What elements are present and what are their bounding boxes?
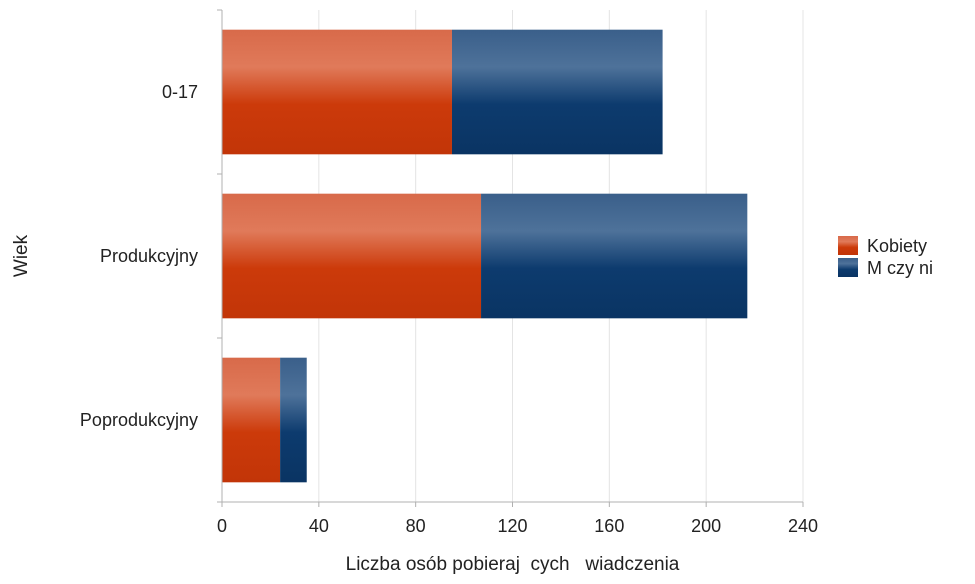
x-tick-label: 40 [309,516,329,536]
x-tick-label: 120 [497,516,527,536]
x-tick-label: 0 [217,516,227,536]
axes: 0 40 80 120 160 200 240 0-17 Produkcyjny Poproduk… [80,9,818,536]
legend-label: M czy ni [867,258,933,278]
legend-swatch [838,258,858,277]
y-axis-title: Wiek [11,234,32,277]
legend-label: Kobiety [867,236,927,256]
bar-kobiety [222,193,482,319]
category-label: Poprodukcyjny [80,410,198,430]
x-tick-label: 160 [594,516,624,536]
x-tick-label: 80 [406,516,426,536]
category-label: 0-17 [162,82,198,102]
bar-mezczyzni [481,193,748,319]
bar-kobiety [222,357,281,483]
x-axis-title: Liczba osób pobieraj cych wiadczenia [346,554,680,575]
legend-swatch [838,236,858,255]
x-tick-label: 200 [691,516,721,536]
category-label: Produkcyjny [100,246,198,266]
bars [222,29,748,483]
x-tick-label: 240 [788,516,818,536]
bar-kobiety [222,29,452,155]
bar-mezczyzni [280,357,307,483]
bar-mezczyzni [451,29,663,155]
